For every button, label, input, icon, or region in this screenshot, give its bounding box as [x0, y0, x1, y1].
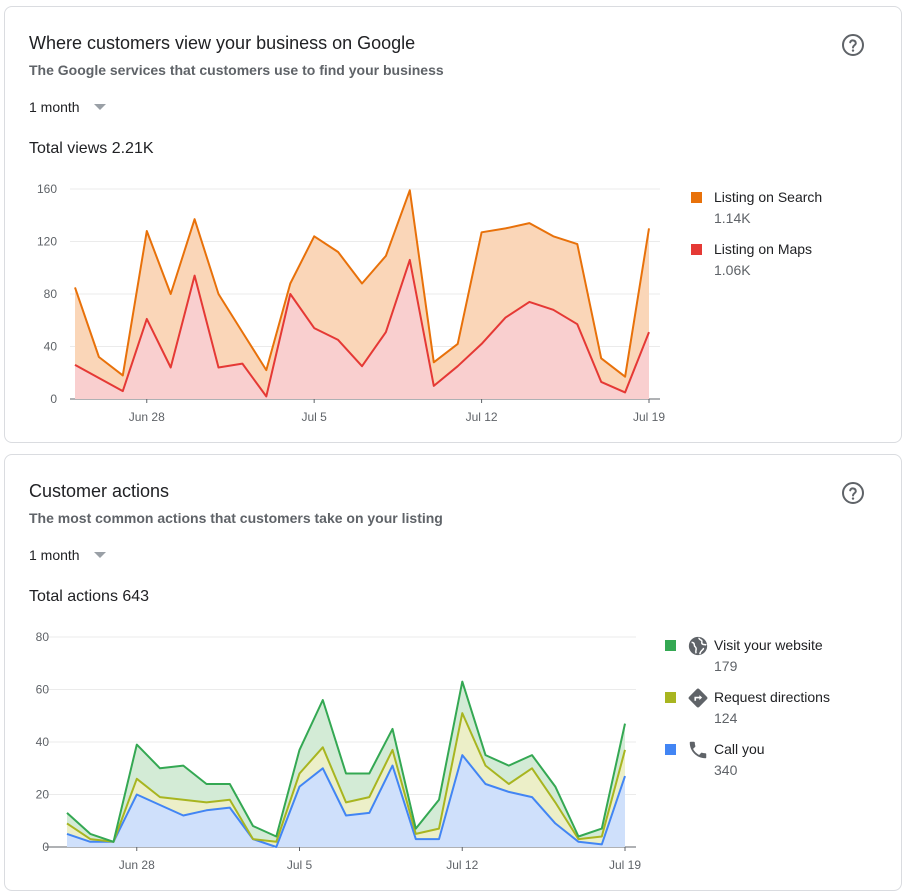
y-tick-label: 160	[37, 182, 57, 196]
card-subtitle: The most common actions that customers t…	[29, 510, 443, 526]
legend-name: Visit your website	[714, 637, 823, 653]
x-tick-label: Jul 12	[446, 858, 478, 872]
period-label: 1 month	[29, 547, 80, 563]
y-tick-label: 40	[36, 735, 50, 749]
help-icon[interactable]	[841, 481, 865, 505]
y-tick-label: 0	[42, 840, 49, 854]
legend-name: Listing on Search	[714, 189, 823, 205]
card-title: Where customers view your business on Go…	[29, 33, 416, 53]
y-tick-label: 0	[50, 392, 57, 406]
y-tick-label: 80	[36, 630, 50, 644]
line-request-directions	[66, 712, 626, 843]
actions-card: Customer actions The most common actions…	[4, 454, 902, 891]
line-listing-on-search	[74, 189, 650, 378]
views-card: Where customers view your business on Go…	[4, 6, 902, 443]
total-views: Total views 2.21K	[29, 140, 154, 157]
area-listing-on-search	[75, 190, 649, 397]
legend-value: 1.06K	[714, 262, 751, 278]
line-visit-your-website	[66, 680, 626, 843]
legend-name: Call you	[714, 741, 765, 757]
help-icon[interactable]	[841, 33, 865, 57]
y-tick-label: 60	[36, 683, 50, 697]
x-tick-label: Jul 5	[287, 858, 313, 872]
y-tick-label: 80	[44, 287, 58, 301]
period-dropdown[interactable]: 1 month	[29, 99, 106, 115]
legend-value: 179	[714, 658, 738, 674]
legend-swatch	[665, 692, 676, 703]
x-tick-label: Jun 28	[129, 410, 165, 424]
card-subtitle: The Google services that customers use t…	[29, 62, 444, 78]
x-tick-label: Jul 12	[466, 410, 498, 424]
legend-value: 1.14K	[714, 210, 751, 226]
legend-swatch	[665, 640, 676, 651]
y-tick-label: 40	[44, 340, 58, 354]
line-listing-on-maps	[74, 258, 650, 398]
legend-name: Request directions	[714, 689, 830, 705]
card-title: Customer actions	[29, 481, 170, 501]
x-tick-label: Jun 28	[119, 858, 155, 872]
globe-icon	[688, 636, 708, 656]
views-chart: 0 40 80 120 160 Jun 28 Jul 5 Jul 12 Jul 19	[37, 182, 665, 424]
total-actions: Total actions 643	[29, 588, 150, 605]
y-tick-label: 120	[37, 235, 57, 249]
area-listing-on-maps	[75, 259, 649, 399]
y-tick-label: 20	[36, 788, 50, 802]
line-call-you	[66, 754, 626, 848]
x-tick-label: Jul 19	[609, 858, 641, 872]
caret-down-icon	[93, 552, 106, 558]
period-label: 1 month	[29, 99, 80, 115]
x-tick-label: Jul 5	[301, 410, 327, 424]
legend-swatch	[691, 192, 702, 203]
x-tick-label: Jul 19	[633, 410, 665, 424]
legend-value: 340	[714, 762, 738, 778]
phone-icon	[689, 741, 707, 759]
legend-name: Listing on Maps	[714, 241, 813, 257]
directions-icon	[688, 688, 708, 708]
legend-swatch	[665, 744, 676, 755]
legend-value: 124	[714, 710, 738, 726]
legend-swatch	[691, 244, 702, 255]
period-dropdown[interactable]: 1 month	[29, 547, 106, 563]
caret-down-icon	[93, 104, 106, 110]
area-call-you	[67, 755, 625, 847]
actions-chart: 0 20 40 60 80 Jun 28 Jul 5 Jul 12 Jul 19	[36, 630, 642, 872]
